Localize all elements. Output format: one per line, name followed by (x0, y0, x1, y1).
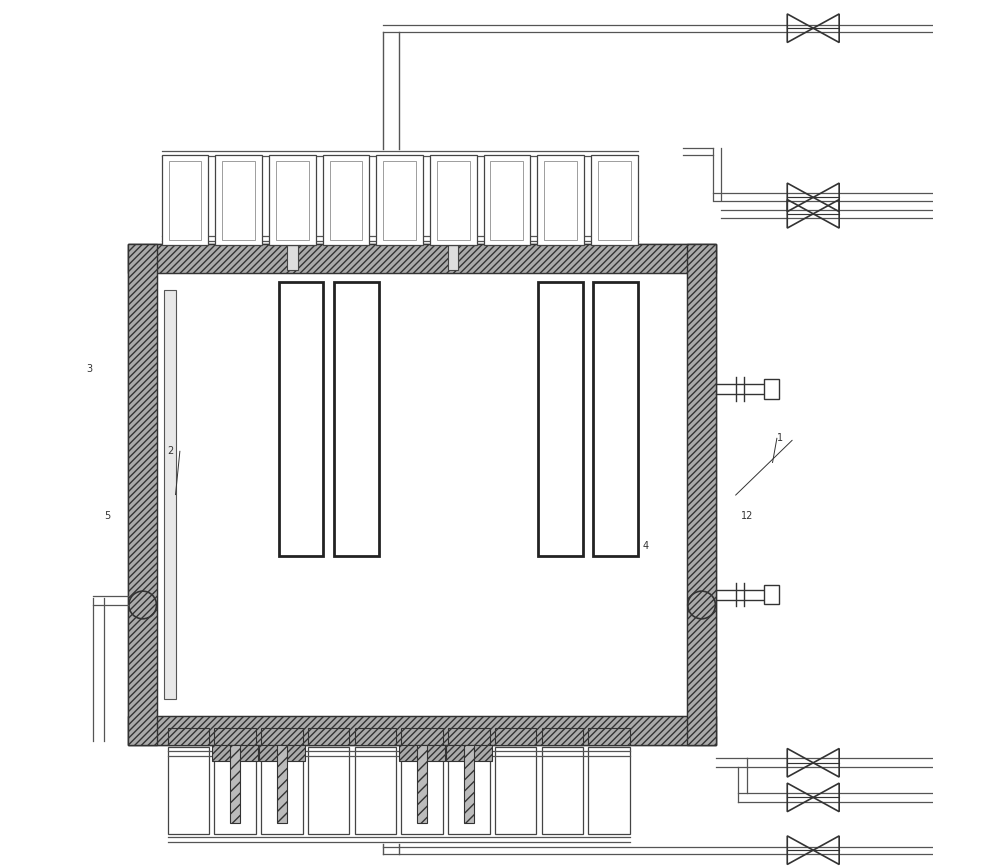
Bar (308, 728, 349, 746)
Bar (222, 161, 255, 240)
Bar (376, 155, 423, 246)
Bar (495, 747, 536, 834)
Bar (588, 728, 630, 746)
Bar (128, 244, 157, 746)
Bar (162, 155, 208, 246)
Text: 12: 12 (741, 511, 753, 521)
Bar (383, 161, 416, 240)
Bar (544, 161, 577, 240)
Text: 3: 3 (86, 364, 93, 374)
Bar (448, 728, 490, 746)
Bar (437, 161, 470, 240)
Text: 4: 4 (643, 542, 649, 551)
Bar (128, 244, 716, 273)
Bar (214, 728, 256, 746)
Bar (287, 246, 298, 271)
Bar (446, 746, 492, 761)
Bar (259, 746, 305, 761)
Bar (401, 728, 443, 746)
Bar (448, 246, 458, 271)
Bar (588, 747, 630, 834)
Bar (593, 282, 638, 556)
Text: 1: 1 (777, 433, 783, 444)
Bar (128, 244, 716, 746)
Bar (448, 747, 490, 834)
Bar (484, 155, 530, 246)
Bar (399, 746, 445, 761)
Text: 2: 2 (167, 446, 173, 457)
Bar (269, 155, 316, 246)
Bar (212, 746, 258, 761)
Bar (764, 585, 779, 604)
Bar (169, 161, 201, 240)
Bar (464, 746, 474, 824)
Bar (128, 716, 716, 746)
Bar (542, 728, 583, 746)
Bar (308, 747, 349, 834)
Bar (261, 747, 303, 834)
Bar (215, 155, 262, 246)
Bar (764, 379, 779, 398)
Bar (334, 282, 379, 556)
Bar (330, 161, 362, 240)
Bar (355, 728, 396, 746)
Bar (537, 155, 584, 246)
Bar (430, 155, 477, 246)
Bar (168, 728, 209, 746)
Bar (542, 747, 583, 834)
Bar (276, 161, 309, 240)
Bar (214, 747, 256, 834)
Bar (417, 746, 427, 824)
Bar (261, 728, 303, 746)
Bar (279, 282, 323, 556)
Text: 5: 5 (104, 511, 110, 521)
Bar (168, 747, 209, 834)
Bar (687, 244, 716, 746)
Bar (164, 291, 176, 699)
Bar (591, 155, 638, 246)
Bar (355, 747, 396, 834)
Bar (323, 155, 369, 246)
Bar (490, 161, 523, 240)
Bar (538, 282, 583, 556)
Bar (598, 161, 631, 240)
Bar (401, 747, 443, 834)
Bar (495, 728, 536, 746)
Bar (230, 746, 240, 824)
Bar (157, 273, 687, 716)
Bar (277, 746, 287, 824)
